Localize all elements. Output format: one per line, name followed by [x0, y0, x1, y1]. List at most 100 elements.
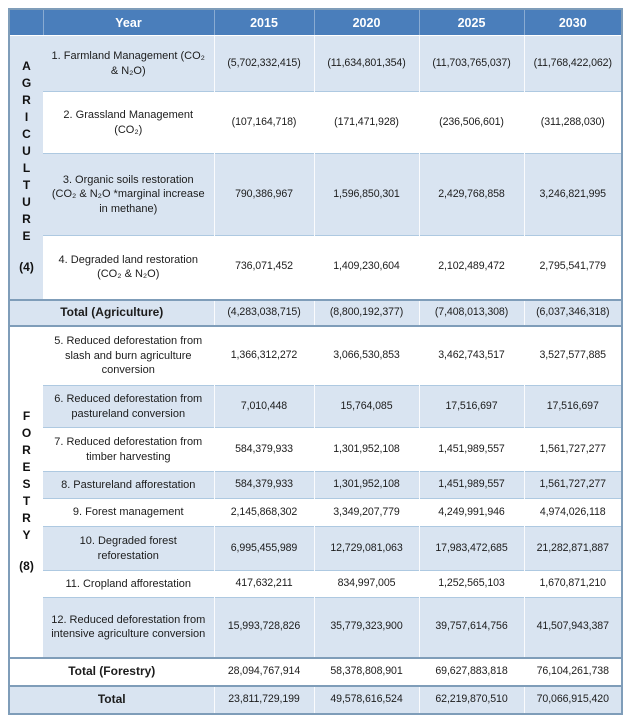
- forestry-total-row: Total (Forestry) 28,094,767,914 58,378,8…: [9, 656, 622, 686]
- table-row: 10. Degraded forest reforestation 6,995,…: [9, 526, 622, 571]
- value-cell: 6,995,455,989: [213, 526, 314, 571]
- table-row: A G R I C U L T U R E (4) 1. Farmland Ma…: [9, 35, 622, 300]
- value-cell: 70,066,915,420: [523, 684, 622, 714]
- table-row: 9. Forest management 2,145,868,302 3,349…: [9, 498, 622, 527]
- value-cell: 1,670,871,210: [523, 570, 622, 598]
- value-cell: (171,471,928): [313, 91, 419, 154]
- agriculture-total-label: Total (Agriculture): [9, 298, 214, 327]
- value-cell: (11,768,422,062): [523, 35, 622, 92]
- table-row: F O R E S T R Y (8) 5. Reduced deforesta…: [9, 325, 622, 658]
- value-cell: 1,366,312,272: [213, 325, 314, 386]
- value-cell: 17,516,697: [418, 385, 524, 428]
- forestry-count: (8): [19, 559, 34, 573]
- header-col-2030: 2030: [523, 9, 622, 36]
- grand-total-row: Total 23,811,729,199 49,578,616,524 62,2…: [9, 684, 622, 714]
- table-row: 3. Organic soils restoration (CO₂ & N₂O …: [9, 153, 622, 236]
- value-cell: 1,561,727,277: [523, 427, 622, 472]
- header-corner-cell: [9, 9, 43, 36]
- table-row: 2. Grassland Management (CO₂) (107,164,7…: [9, 91, 622, 154]
- row-label: 8. Pastureland afforestation: [43, 471, 214, 499]
- agriculture-total-row: Total (Agriculture) (4,283,038,715) (8,8…: [9, 298, 622, 327]
- agriculture-count: (4): [19, 260, 34, 275]
- header-col-2020: 2020: [313, 9, 419, 36]
- value-cell: 41,507,943,387: [523, 597, 622, 658]
- row-label: 1. Farmland Management (CO₂ & N₂O): [43, 35, 214, 92]
- value-cell: 3,349,207,779: [313, 498, 419, 527]
- forestry-group-header: F O R E S T R Y (8): [9, 325, 43, 658]
- value-cell: 1,301,952,108: [313, 471, 419, 499]
- value-cell: 35,779,323,900: [313, 597, 419, 658]
- table-row: 7. Reduced deforestation from timber har…: [9, 427, 622, 472]
- table-row: 11. Cropland afforestation 417,632,211 8…: [9, 570, 622, 598]
- value-cell: 1,561,727,277: [523, 471, 622, 499]
- value-cell: 12,729,081,063: [313, 526, 419, 571]
- value-cell: 584,379,933: [213, 471, 314, 499]
- value-cell: (4,283,038,715): [213, 298, 314, 327]
- value-cell: 15,993,728,826: [213, 597, 314, 658]
- value-cell: 69,627,883,818: [418, 656, 524, 686]
- value-cell: 1,451,989,557: [418, 427, 524, 472]
- forestry-total-label: Total (Forestry): [9, 656, 214, 686]
- header-col-2015: 2015: [213, 9, 314, 36]
- value-cell: (107,164,718): [213, 91, 314, 154]
- value-cell: 4,249,991,946: [418, 498, 524, 527]
- value-cell: 7,010,448: [213, 385, 314, 428]
- agriculture-group-header: A G R I C U L T U R E (4): [9, 35, 43, 300]
- value-cell: 76,104,261,738: [523, 656, 622, 686]
- value-cell: 1,409,230,604: [313, 235, 419, 300]
- table-row: 12. Reduced deforestation from intensive…: [9, 597, 622, 658]
- grand-total-label: Total: [9, 684, 214, 714]
- value-cell: 2,429,768,858: [418, 153, 524, 236]
- value-cell: 21,282,871,887: [523, 526, 622, 571]
- emissions-table-wrap: Year 2015 2020 2025 2030 A G R I C U L T…: [8, 8, 623, 715]
- value-cell: (11,703,765,037): [418, 35, 524, 92]
- table-row: 8. Pastureland afforestation 584,379,933…: [9, 471, 622, 499]
- table-row: 6. Reduced deforestation from pasturelan…: [9, 385, 622, 428]
- value-cell: 3,527,577,885: [523, 325, 622, 386]
- value-cell: 62,219,870,510: [418, 684, 524, 714]
- forestry-vertical-label: F O R E S T R Y (8): [19, 409, 34, 573]
- row-label: 4. Degraded land restoration (CO₂ & N₂O): [43, 235, 214, 300]
- table-row: 4. Degraded land restoration (CO₂ & N₂O)…: [9, 235, 622, 300]
- row-label: 11. Cropland afforestation: [43, 570, 214, 598]
- value-cell: 3,066,530,853: [313, 325, 419, 386]
- header-year-label: Year: [42, 9, 214, 36]
- header-col-2025: 2025: [418, 9, 524, 36]
- value-cell: 49,578,616,524: [313, 684, 419, 714]
- row-label: 7. Reduced deforestation from timber har…: [43, 427, 214, 472]
- value-cell: 1,451,989,557: [418, 471, 524, 499]
- row-label: 3. Organic soils restoration (CO₂ & N₂O …: [43, 153, 214, 236]
- value-cell: 2,145,868,302: [213, 498, 314, 527]
- value-cell: 1,596,850,301: [313, 153, 419, 236]
- value-cell: 58,378,808,901: [313, 656, 419, 686]
- value-cell: 2,795,541,779: [523, 235, 622, 300]
- value-cell: (7,408,013,308): [418, 298, 524, 327]
- value-cell: 3,246,821,995: [523, 153, 622, 236]
- row-label: 6. Reduced deforestation from pasturelan…: [43, 385, 214, 428]
- emissions-table: Year 2015 2020 2025 2030 A G R I C U L T…: [8, 8, 623, 715]
- value-cell: 39,757,614,756: [418, 597, 524, 658]
- value-cell: 790,386,967: [213, 153, 314, 236]
- row-label: 10. Degraded forest reforestation: [43, 526, 214, 571]
- value-cell: 417,632,211: [213, 570, 314, 598]
- header-row: Year 2015 2020 2025 2030: [9, 9, 622, 36]
- agriculture-vertical-label: A G R I C U L T U R E (4): [19, 59, 34, 275]
- value-cell: 28,094,767,914: [213, 656, 314, 686]
- value-cell: 736,071,452: [213, 235, 314, 300]
- value-cell: 584,379,933: [213, 427, 314, 472]
- value-cell: 1,252,565,103: [418, 570, 524, 598]
- value-cell: 1,301,952,108: [313, 427, 419, 472]
- value-cell: 3,462,743,517: [418, 325, 524, 386]
- value-cell: (236,506,601): [418, 91, 524, 154]
- value-cell: (5,702,332,415): [213, 35, 314, 92]
- row-label: 12. Reduced deforestation from intensive…: [43, 597, 214, 658]
- row-label: 2. Grassland Management (CO₂): [43, 91, 214, 154]
- value-cell: 23,811,729,199: [213, 684, 314, 714]
- value-cell: 17,516,697: [523, 385, 622, 428]
- value-cell: 2,102,489,472: [418, 235, 524, 300]
- value-cell: 834,997,005: [313, 570, 419, 598]
- value-cell: 4,974,026,118: [523, 498, 622, 527]
- value-cell: (8,800,192,377): [313, 298, 419, 327]
- value-cell: (6,037,346,318): [523, 298, 622, 327]
- value-cell: 17,983,472,685: [418, 526, 524, 571]
